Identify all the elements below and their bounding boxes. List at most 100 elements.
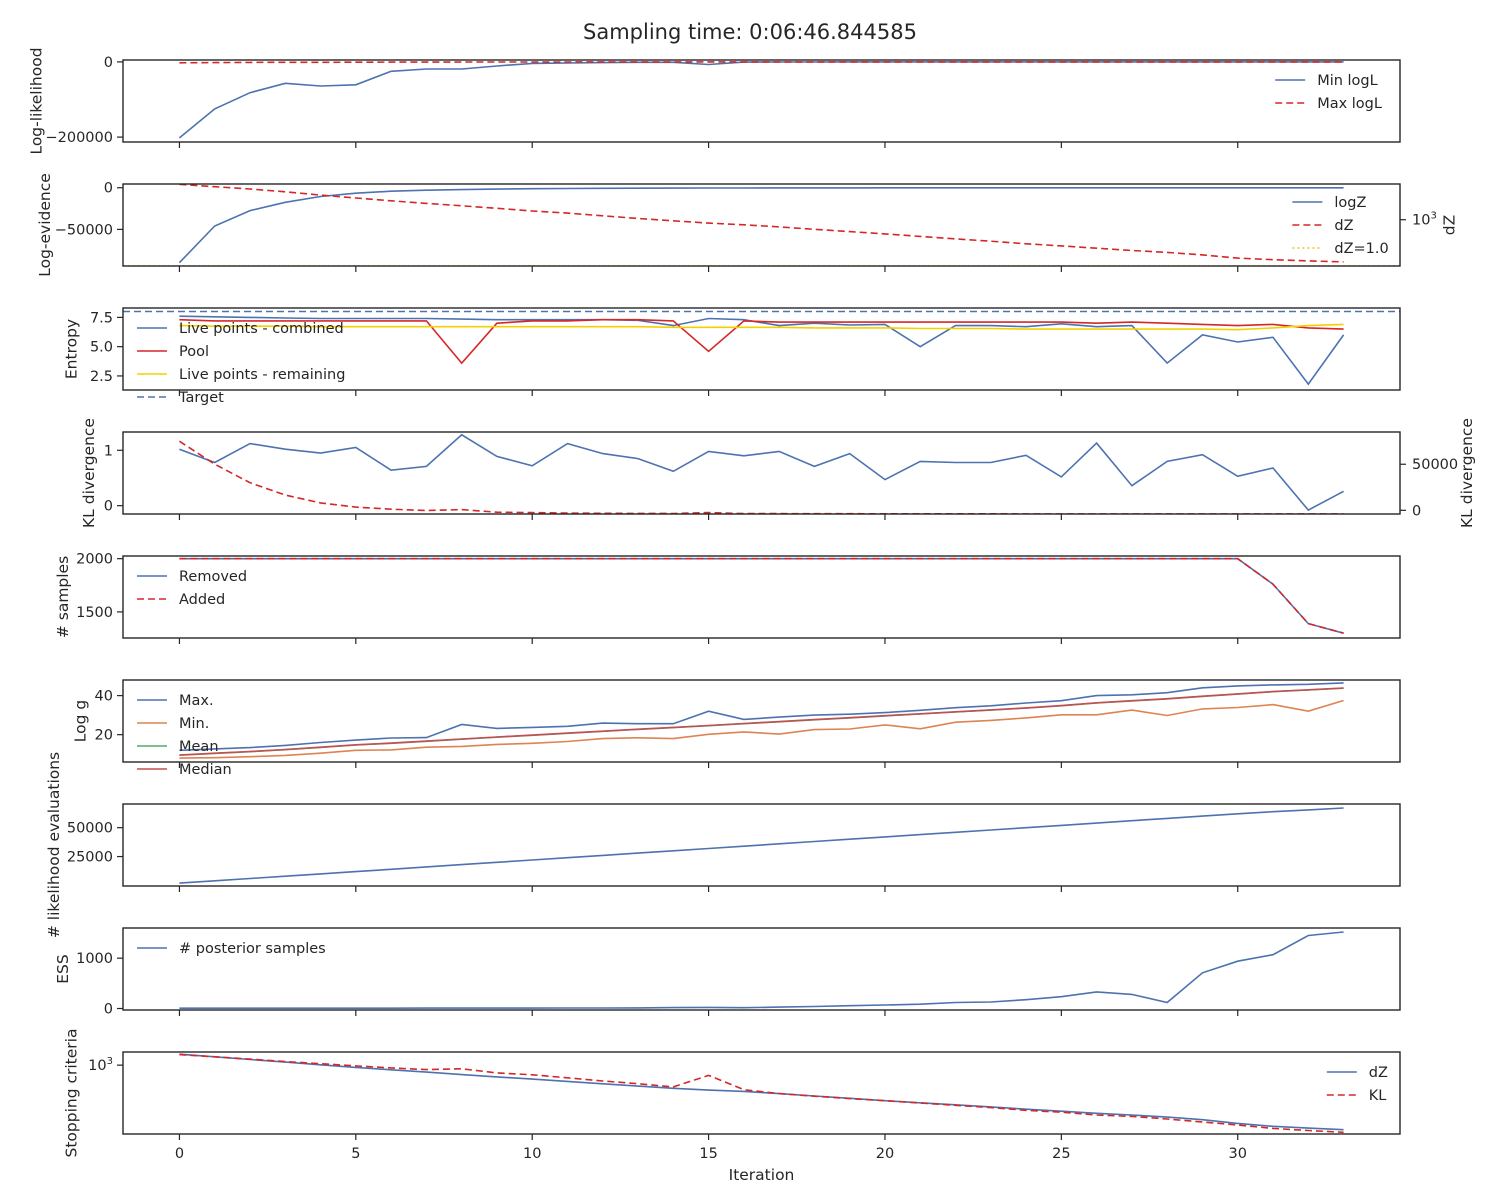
subplot-6: 40 20 Log g Max. Min. Mean Median — [71, 679, 1401, 778]
y-tick-label: 40 — [95, 689, 113, 705]
y-axis-label: KL divergence — [80, 418, 98, 528]
series-line-6-4 — [179, 687, 1344, 756]
y-tick-label: −50000 — [55, 222, 113, 238]
axes-frame — [122, 1051, 1401, 1135]
y-axis-label: # likelihood evaluations — [45, 752, 63, 938]
y-axis-label: # samples — [54, 556, 72, 638]
subplot-3: 7.5 5.0 2.5 Entropy Live points - combined Po… — [63, 307, 1401, 406]
figure-title: Sampling time: 0:06:46.844585 — [583, 20, 917, 44]
x-tick-label: 10 — [523, 1146, 541, 1162]
legend-label: Removed — [179, 569, 247, 585]
y-tick-label: 0 — [104, 55, 113, 71]
series-line-6-1 — [179, 682, 1344, 752]
subplot-9: 0 5 10 15 20 25 30 Iteration 103 Stopping criteri… — [63, 1029, 1401, 1184]
legend-label: Target — [178, 390, 224, 406]
subplot-5: 2000 1500# samples Removed Added — [54, 552, 1401, 644]
x-tick-label: 0 — [175, 1146, 184, 1162]
y-tick-label: 0 — [104, 499, 113, 515]
series-line-5-1 — [179, 557, 1344, 634]
legend: Live points - combined Pool Live points - … — [137, 321, 345, 406]
subplot-8: 1000 0 ESS # posterior samples — [54, 927, 1401, 1017]
x-axis-label: Iteration — [729, 1166, 795, 1184]
series-line-1-1 — [178, 61, 1344, 139]
y-tick-label: 1000 — [76, 951, 113, 967]
y2-axis-label: KL divergence — [1458, 418, 1476, 528]
y-axis-label: Log-evidence — [36, 173, 54, 277]
series-line-2-1 — [178, 187, 1344, 264]
legend-label: Median — [179, 762, 232, 778]
y-tick-label: −200000 — [45, 130, 113, 146]
legend-label: Mean — [179, 739, 219, 755]
legend-label: dZ — [1334, 218, 1353, 234]
legend: # posterior samples — [137, 941, 326, 957]
axes-frame — [122, 927, 1401, 1011]
axes-frame — [122, 59, 1401, 143]
legend-label: Min logL — [1317, 73, 1378, 89]
legend-label: Min. — [179, 716, 209, 732]
series-line-3-1 — [179, 315, 1345, 386]
subplot-7: 50000 25000# likelihood evaluations — [45, 752, 1401, 938]
y-tick-label: 0 — [104, 1001, 113, 1017]
series-line-3-3 — [179, 323, 1344, 331]
y-tick-label: 25000 — [67, 850, 113, 866]
y2-tick-label: 0 — [1412, 503, 1421, 519]
legend: dZ KL — [1326, 1065, 1388, 1104]
y-tick-label: 103 — [88, 1056, 113, 1074]
legend-label: KL — [1369, 1088, 1387, 1104]
series-line-3-2 — [179, 318, 1344, 365]
legend-label: Pool — [179, 344, 209, 360]
legend-label: Live points - combined — [179, 321, 344, 337]
x-tick-label: 20 — [876, 1146, 894, 1162]
y-tick-label: 2.5 — [90, 369, 113, 385]
series-line-1-2 — [179, 61, 1344, 64]
series-line-4-2 — [178, 440, 1344, 514]
series-line-8-1 — [179, 931, 1344, 1010]
axes-frame — [122, 307, 1401, 391]
y2-axis-label: dZ — [1440, 215, 1458, 235]
axes-frame — [122, 679, 1401, 763]
y-tick-label: 2000 — [76, 552, 113, 568]
axes-frame — [122, 803, 1401, 887]
y-tick-label: 7.5 — [90, 310, 113, 326]
legend-label: logZ — [1334, 195, 1366, 211]
x-tick-label: 5 — [351, 1146, 360, 1162]
series-line-2-2 — [179, 184, 1344, 263]
series-line-6-2 — [179, 699, 1344, 759]
y-tick-label: 5.0 — [90, 340, 113, 356]
y2-tick-label: 103 — [1412, 211, 1437, 229]
series-line-9-1 — [179, 1053, 1344, 1131]
x-tick-label: 25 — [1052, 1146, 1070, 1162]
axes-frame — [122, 431, 1401, 515]
series-line-7-1 — [179, 807, 1344, 884]
y-tick-label: 1500 — [76, 605, 113, 621]
y-axis-label: Entropy — [63, 319, 81, 379]
axes-frame — [122, 555, 1401, 639]
y-tick-label: 20 — [95, 728, 113, 744]
legend-label: Max logL — [1317, 96, 1382, 112]
y-axis-label: Log g — [71, 700, 89, 742]
y-axis-label: Stopping criteria — [63, 1029, 81, 1158]
axes-frame — [122, 183, 1401, 267]
y2-tick-label: 50000 — [1412, 457, 1458, 473]
y-tick-label: 50000 — [67, 821, 113, 837]
legend: Removed Added — [137, 569, 247, 608]
legend-label: Added — [179, 592, 225, 608]
y-tick-label: 0 — [104, 181, 113, 197]
legend-label: dZ=1.0 — [1334, 241, 1388, 257]
series-line-9-2 — [179, 1053, 1344, 1134]
legend-label: Live points - remaining — [179, 367, 345, 383]
y-axis-label: ESS — [54, 954, 72, 983]
x-tick-label: 30 — [1229, 1146, 1247, 1162]
legend-label: dZ — [1369, 1065, 1388, 1081]
y-tick-label: 1 — [104, 443, 113, 459]
series-line-4-1 — [179, 433, 1344, 512]
legend: Min logL Max logL — [1275, 73, 1382, 112]
legend-label: # posterior samples — [179, 941, 326, 957]
series-line-5-2 — [179, 557, 1344, 634]
y-axis-label: Log-likelihood — [27, 47, 45, 154]
x-tick-label: 15 — [699, 1146, 717, 1162]
